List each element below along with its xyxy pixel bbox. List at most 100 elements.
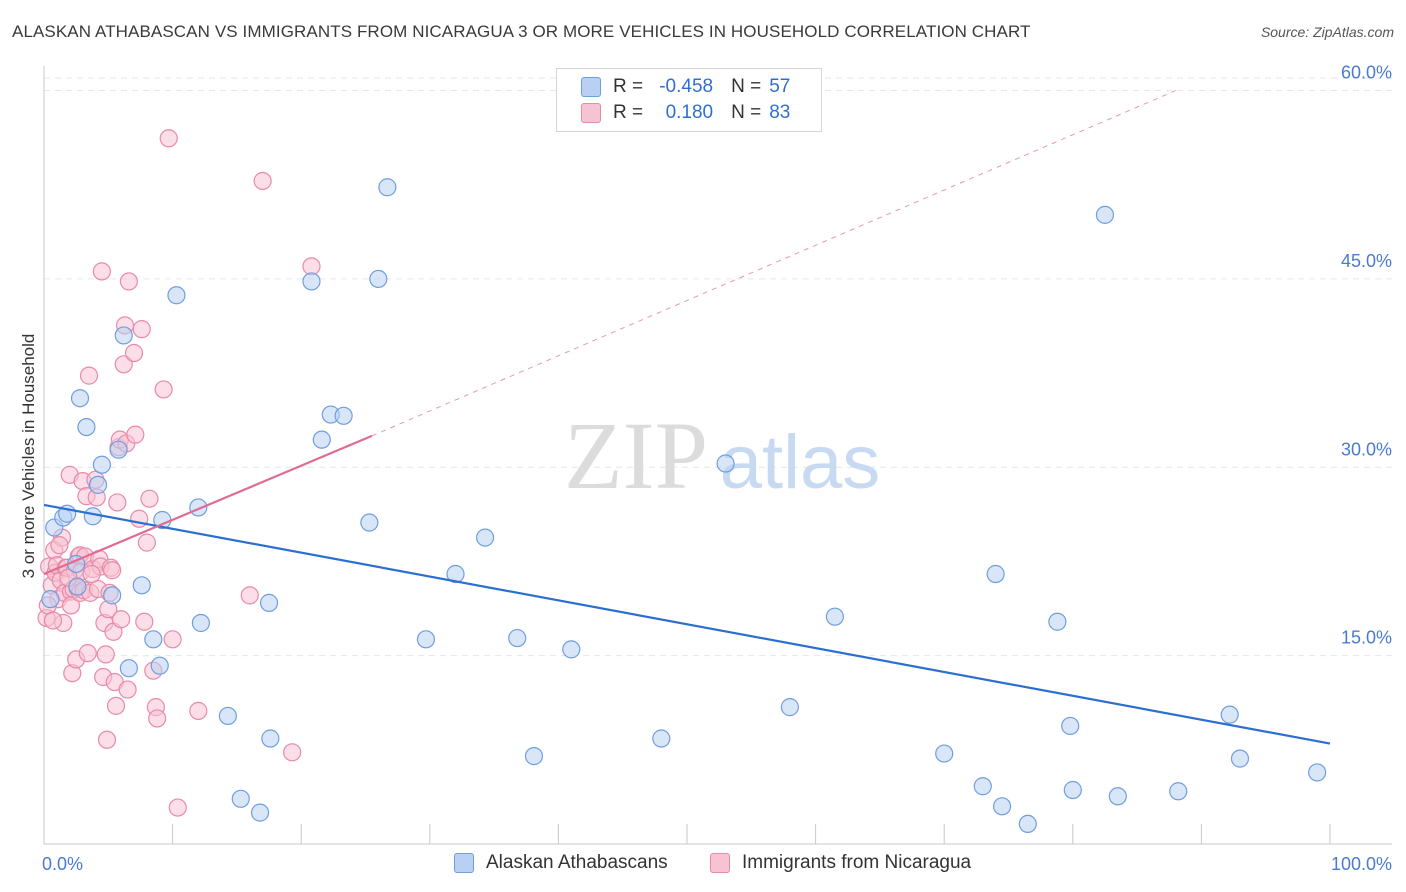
athabascan-point xyxy=(70,389,90,408)
athabascan-point xyxy=(1095,205,1115,224)
athabascan-point xyxy=(1048,612,1067,631)
athabascan-point xyxy=(144,630,163,649)
athabascan-point xyxy=(992,797,1012,816)
nicaragua-point xyxy=(240,586,259,605)
nicaragua-point xyxy=(78,644,97,663)
nicaragua-point xyxy=(124,343,144,363)
athabascan-point xyxy=(475,528,495,547)
watermark: ZIP atlas xyxy=(564,402,880,509)
nicaragua-trend-line xyxy=(43,434,373,576)
y-tick-label: 60.0% xyxy=(1341,63,1392,83)
y-tick-label: 30.0% xyxy=(1341,439,1392,459)
athabascan-point xyxy=(218,706,237,726)
athabascan-point xyxy=(446,564,465,584)
athabascan-point xyxy=(935,744,954,763)
athabascan-point xyxy=(652,729,671,748)
nicaragua-point xyxy=(163,630,182,649)
athabascan-point xyxy=(716,454,735,473)
bottom-legend: Alaskan Athabascans Immigrants from Nica… xyxy=(0,852,1406,878)
nicaragua-point xyxy=(97,730,117,749)
athabascan-point xyxy=(114,326,133,345)
athabascan-point xyxy=(88,475,108,494)
athabascan-point xyxy=(508,628,527,648)
athabascan-point xyxy=(524,746,544,766)
athabascan-point xyxy=(109,440,128,459)
nicaragua-point xyxy=(92,262,111,281)
athabascan-point xyxy=(41,590,60,609)
nicaragua-point xyxy=(140,489,159,508)
bottom-legend-label-nicaragua: Immigrants from Nicaragua xyxy=(742,852,972,873)
trend-lines xyxy=(43,90,1331,745)
athabascan-point xyxy=(360,513,379,532)
nicaragua-point xyxy=(132,320,151,339)
nicaragua-point xyxy=(119,272,138,291)
nicaragua-point xyxy=(112,610,131,629)
athabascan-point xyxy=(1018,814,1037,834)
athabascan-point xyxy=(562,640,581,659)
athabascan-point xyxy=(378,178,397,197)
athabascan-point xyxy=(167,286,186,305)
grid-lines xyxy=(44,77,1392,657)
nicaragua-point xyxy=(148,709,167,728)
y-tick-labels: 15.0% 30.0% 45.0% 60.0% xyxy=(1341,63,1392,648)
nicaragua-point xyxy=(189,701,208,720)
nicaragua-point xyxy=(253,171,272,191)
nicaragua-point xyxy=(159,129,178,148)
nicaragua-point xyxy=(302,257,321,276)
legend-row-nicaragua: R = 0.180 N = 83 xyxy=(581,102,790,124)
chart-title: ALASKAN ATHABASCAN VS IMMIGRANTS FROM NI… xyxy=(12,22,1031,41)
nicaragua-point xyxy=(118,680,137,699)
watermark-atlas: atlas xyxy=(720,420,881,505)
athabascan-point xyxy=(780,698,799,717)
bottom-legend-label-athabascan: Alaskan Athabascans xyxy=(486,852,668,873)
athabascan-point xyxy=(261,729,280,748)
legend-r-value-nicaragua: 0.180 xyxy=(665,102,714,123)
legend-swatch-blue xyxy=(581,77,601,97)
athabascan-point xyxy=(103,586,122,605)
athabascan-point xyxy=(986,564,1005,584)
legend-row-athabascan: R = -0.458 N = 57 xyxy=(581,76,790,98)
y-tick-label: 15.0% xyxy=(1341,628,1392,648)
athabascan-point xyxy=(77,417,96,437)
nicaragua-trend-extension xyxy=(371,90,1176,437)
athabascan-point xyxy=(119,659,138,678)
nicaragua-point xyxy=(168,798,187,817)
watermark-zip: ZIP xyxy=(564,402,708,509)
athabascan-point xyxy=(1108,787,1127,806)
y-tick-label: 45.0% xyxy=(1341,251,1392,271)
nicaragua-point xyxy=(79,366,99,385)
source-label: Source: ZipAtlas.com xyxy=(1260,24,1394,40)
legend-n-value-athabascan: 57 xyxy=(769,76,791,97)
athabascan-point xyxy=(83,507,102,526)
athabascan-point xyxy=(1308,763,1327,782)
athabascan-point xyxy=(302,272,321,291)
bottom-legend-swatch-pink xyxy=(710,853,730,873)
series-athabascan-points xyxy=(41,178,1327,834)
nicaragua-point xyxy=(126,425,145,444)
nicaragua-point xyxy=(103,561,122,580)
nicaragua-point xyxy=(96,645,115,664)
legend-n-label: N = xyxy=(731,102,762,123)
legend-swatch-pink xyxy=(581,103,601,123)
legend-r-label: R = xyxy=(613,102,644,123)
y-axis-title: 3 or more Vehicles in Household xyxy=(19,334,38,579)
athabascan-point xyxy=(334,406,353,425)
athabascan-point xyxy=(1061,716,1080,736)
athabascan-point xyxy=(68,577,87,596)
nicaragua-point xyxy=(154,380,173,399)
athabascan-point xyxy=(973,777,992,796)
athabascan-point xyxy=(250,803,270,822)
nicaragua-point xyxy=(137,533,156,552)
athabascan-point xyxy=(191,613,210,633)
athabascan-point xyxy=(92,455,111,474)
athabascan-trend-line xyxy=(43,503,1331,745)
bottom-legend-nicaragua: Immigrants from Nicaragua xyxy=(710,852,971,874)
athabascan-point xyxy=(416,630,436,649)
stats-legend: R = -0.458 N = 57 R = 0.180 N = 83 xyxy=(556,68,822,132)
nicaragua-point xyxy=(283,743,302,762)
athabascan-point xyxy=(231,789,250,808)
nicaragua-point xyxy=(114,355,133,374)
axes xyxy=(43,66,1392,845)
athabascan-point xyxy=(369,269,388,289)
nicaragua-point xyxy=(43,611,63,630)
